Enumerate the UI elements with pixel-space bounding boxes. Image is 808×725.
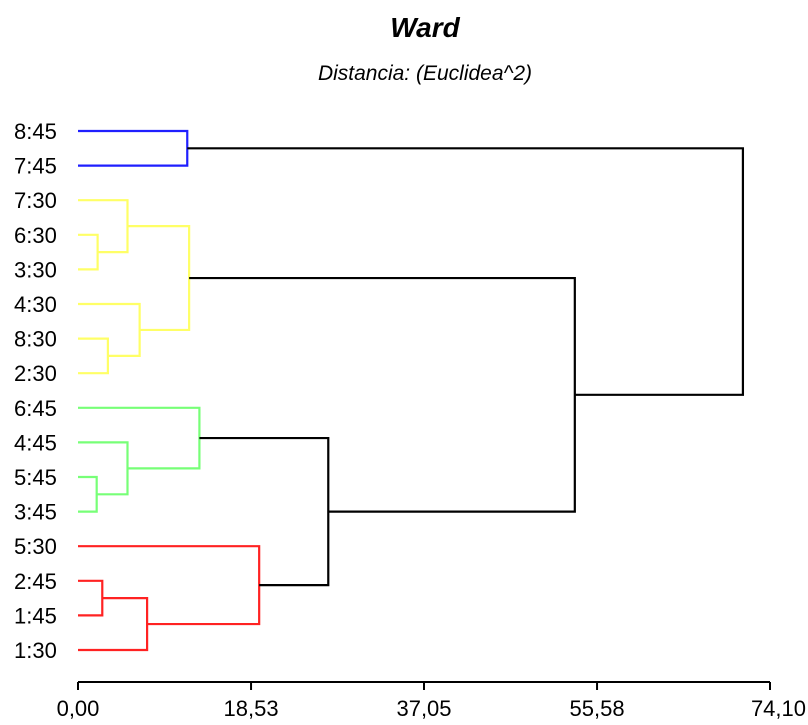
leaf-label: 5:45	[14, 465, 57, 490]
leaf-label: 6:45	[14, 396, 57, 421]
leaf-label: 7:45	[14, 154, 57, 179]
leaf-label: 2:30	[14, 361, 57, 386]
x-tick-label: 0,00	[57, 696, 100, 721]
leaf-labels: 8:45 7:45 7:30 6:30 3:30 4:30 8:30 2:30 6:45 4:45…	[14, 119, 57, 663]
x-axis: 0,00 18,53 37,05 55,58 74,10	[57, 681, 806, 721]
leaf-label: 8:45	[14, 119, 57, 144]
dendrogram-link	[199, 436, 330, 587]
dendrogram-link	[78, 441, 129, 496]
dendrogram-link	[78, 199, 129, 254]
dendrogram-link	[78, 475, 98, 513]
leaf-label: 8:30	[14, 327, 57, 352]
dendrogram-link	[78, 337, 109, 375]
dendrogram-link	[189, 276, 576, 513]
leaf-label: 4:30	[14, 292, 57, 317]
dendrogram-link	[127, 225, 191, 332]
leaf-label: 4:45	[14, 430, 57, 455]
dendrogram-link	[78, 233, 99, 271]
dendrogram-link	[78, 545, 261, 626]
x-tick-label: 74,10	[751, 696, 806, 721]
leaf-label: 1:45	[14, 603, 57, 628]
leaf-label: 6:30	[14, 223, 57, 248]
dendrogram-link	[78, 406, 201, 470]
x-tick-label: 55,58	[570, 696, 625, 721]
chart-title: Ward	[390, 12, 460, 43]
leaf-label: 3:30	[14, 257, 57, 282]
leaf-label: 5:30	[14, 534, 57, 559]
x-tick-label: 18,53	[224, 696, 279, 721]
dendrogram-link	[78, 597, 149, 652]
leaf-label: 7:30	[14, 188, 57, 213]
dendrogram-link	[187, 147, 745, 396]
leaf-label: 1:30	[14, 638, 57, 663]
dendrogram-branches	[78, 129, 745, 652]
dendrogram-link	[78, 129, 189, 167]
chart-subtitle: Distancia: (Euclidea^2)	[318, 62, 532, 85]
x-tick-label: 37,05	[396, 696, 451, 721]
leaf-label: 3:45	[14, 500, 57, 525]
leaf-label: 2:45	[14, 569, 57, 594]
dendrogram-link	[78, 579, 104, 617]
